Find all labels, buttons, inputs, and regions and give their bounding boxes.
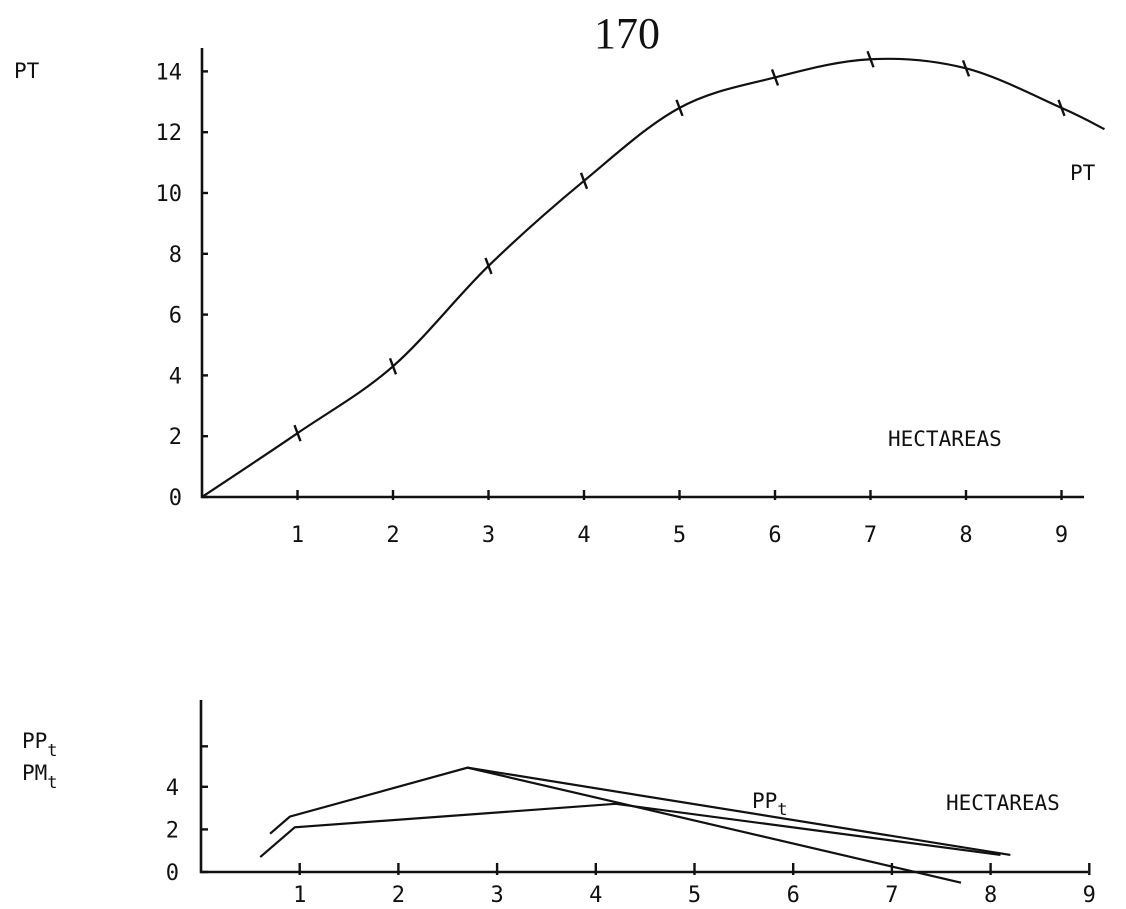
pt-curve [201,57,1105,498]
top-x-tick-label: 4 [577,523,590,548]
bottom-xlabel: HECTAREAS [946,791,1060,815]
top-y-tick-label: 10 [156,182,183,207]
pt-data-point [770,69,780,86]
bottom-ylabel-pp: PPt [22,729,58,761]
top-y-tick-label: 8 [169,243,182,268]
pt-data-point [388,357,398,375]
bottom-y-tick-label: 4 [166,776,179,801]
pmt-curve [259,802,1001,858]
top-y-tick-label: 4 [169,364,182,389]
page-number: 170 [594,9,660,58]
bottom-curves [259,766,1011,884]
pt-data-point [484,257,493,275]
pmt-descending-segment [467,766,962,884]
bottom-x-tick-label: 1 [293,883,306,908]
top-x-tick-label: 6 [768,523,781,548]
top-x-tick-label: 9 [1055,523,1068,548]
bottom-ylabel-pm: PMt [22,761,58,793]
bottom-ylabel-pm-base: PM [22,761,47,785]
top-x-tick-label: 7 [864,523,877,548]
bottom-ylabel-pm-sub: t [47,773,57,793]
bottom-ylabel-pp-base: PP [22,729,47,753]
bottom-y-tick-label: 0 [166,861,179,886]
top-x-tick-label: 3 [482,523,495,548]
bottom-x-tick-label: 8 [984,883,997,908]
pt-series-label: PT [1070,161,1096,185]
ppt-series-label: PPt [752,789,788,820]
pt-data-point [675,99,684,117]
bottom-x-tick-label: 4 [589,883,602,908]
bottom-x-tick-label: 2 [392,883,405,908]
bottom-x-tick-label: 3 [490,883,503,908]
top-x-ticks: 1 2 3 4 5 6 7 8 9 [291,490,1068,548]
bottom-x-tick-label: 5 [688,883,701,908]
bottom-y-tick-label: 2 [166,818,179,843]
pt-data-point [1057,99,1066,117]
bottom-x-tick-label: 6 [787,883,800,908]
top-y-tick-label: 12 [156,121,183,146]
top-y-tick-label: 0 [169,486,182,511]
bottom-x-ticks: 1 2 3 4 5 6 7 8 9 [293,863,1096,908]
top-y-tick-label: 14 [156,60,183,85]
pt-point-marks [293,50,1066,442]
top-y-tick-label: 2 [169,425,182,450]
top-x-tick-label: 2 [386,523,399,548]
top-x-tick-label: 1 [291,523,304,548]
bottom-y-ticks: 0 2 4 [166,745,208,886]
pt-data-point [866,50,875,68]
bottom-ylabel-pp-sub: t [47,741,57,761]
pt-data-point [579,172,589,190]
top-y-tick-label: 6 [169,304,182,329]
ppt-curve [269,766,1011,857]
ppt-series-label-base: PP [752,789,777,813]
top-y-ticks: 0 2 4 6 8 10 12 14 [156,60,208,511]
pt-data-point [293,424,302,442]
top-ylabel: PT [14,59,40,83]
bottom-x-tick-label: 7 [885,883,898,908]
top-xlabel: HECTAREAS [888,427,1002,451]
top-x-tick-label: 5 [673,523,686,548]
top-x-tick-label: 8 [959,523,972,548]
bottom-x-tick-label: 9 [1083,883,1096,908]
ppt-series-label-sub: t [777,800,787,820]
pt-data-point [961,59,971,77]
